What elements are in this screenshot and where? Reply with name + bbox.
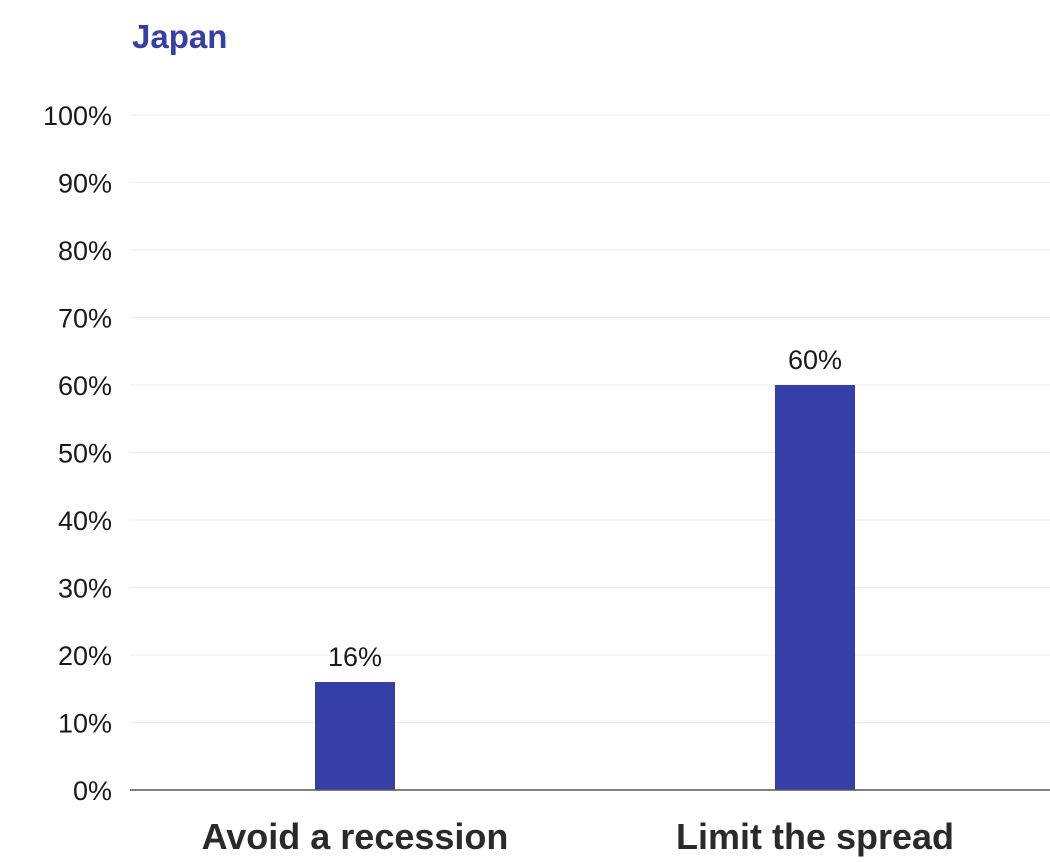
x-axis-categories: Avoid a recession Limit the spread — [202, 816, 954, 857]
y-tick-label: 10% — [58, 709, 112, 739]
y-tick-label: 40% — [58, 506, 112, 536]
bar-value-label: 60% — [788, 345, 842, 375]
y-tick-label: 20% — [58, 641, 112, 671]
chart-title: Japan — [132, 18, 228, 55]
y-tick-label: 70% — [58, 304, 112, 334]
data-labels: 16% 60% — [328, 345, 842, 672]
y-tick-label: 90% — [58, 169, 112, 199]
bars — [315, 385, 855, 790]
y-tick-label: 50% — [58, 439, 112, 469]
bar — [775, 385, 855, 790]
y-tick-label: 60% — [58, 371, 112, 401]
y-tick-label: 30% — [58, 574, 112, 604]
bar — [315, 682, 395, 790]
y-tick-label: 80% — [58, 236, 112, 266]
category-label: Limit the spread — [676, 816, 954, 857]
category-label: Avoid a recession — [202, 816, 509, 857]
y-tick-label: 0% — [73, 776, 112, 806]
bar-value-label: 16% — [328, 642, 382, 672]
y-axis-ticks: 0% 10% 20% 30% 40% 50% 60% 70% 80% 90% 100% — [43, 101, 112, 806]
grid-layer — [130, 114, 1050, 723]
y-tick-label: 100% — [43, 101, 112, 131]
